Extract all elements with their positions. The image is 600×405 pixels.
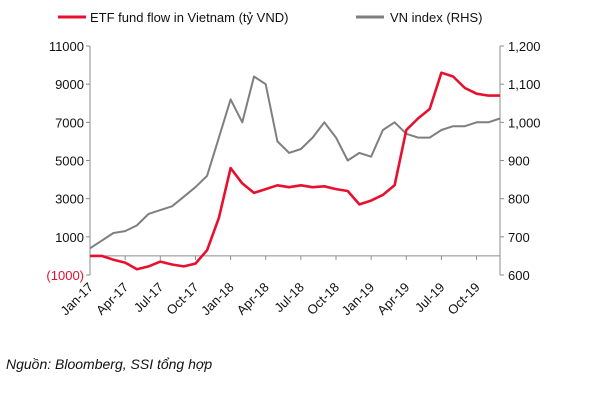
legend-label-vn-index: VN index (RHS) [390, 10, 482, 25]
y-left-tick-label: 5000 [55, 154, 84, 169]
y-right-tick-label: 600 [508, 268, 530, 283]
y-right-tick-label: 900 [508, 154, 530, 169]
x-tick-label: Apr-19 [374, 280, 412, 318]
y-right-tick-label: 700 [508, 230, 530, 245]
y-left-tick-label: 7000 [55, 115, 84, 130]
x-tick-label: Jan-19 [339, 280, 378, 319]
y-left-tick-label: 9000 [55, 77, 84, 92]
axes: 11000 9000 7000 5000 3000 1000 (1000) 1,200 1,10… [46, 39, 540, 318]
y-left-tick-label: (1000) [46, 268, 84, 283]
series-line-vn-index [89, 75, 501, 250]
x-tick-label: Oct-17 [163, 280, 201, 318]
y-right-tick-label: 1,200 [508, 39, 541, 54]
x-tick-label: Jan-18 [198, 280, 237, 319]
x-tick-label: Apr-17 [93, 280, 131, 318]
x-tick-label: Jul-19 [412, 280, 448, 316]
x-tick-label: Oct-19 [444, 280, 482, 318]
source-note: Nguồn: Bloomberg, SSI tổng hợp [6, 356, 213, 372]
y-left-tick-label: 3000 [55, 192, 84, 207]
x-tick-label: Jul-18 [271, 280, 307, 316]
legend: ETF fund flow in Vietnam (tỷ VND) VN ind… [58, 10, 482, 25]
series-layer [89, 71, 501, 271]
y-right-tick-label: 800 [508, 192, 530, 207]
x-tick-label: Jan-17 [57, 280, 96, 319]
x-tick-label: Oct-18 [304, 280, 342, 318]
series-line-etf-flow [90, 71, 500, 271]
y-left-tick-label: 1000 [55, 230, 84, 245]
legend-label-etf-flow: ETF fund flow in Vietnam (tỷ VND) [90, 10, 288, 25]
y-right-tick-label: 1,100 [508, 77, 541, 92]
y-left-tick-label: 11000 [49, 39, 84, 54]
x-tick-label: Apr-18 [234, 280, 272, 318]
x-tick-label: Jul-17 [131, 280, 167, 316]
y-right-tick-label: 1,000 [508, 115, 541, 130]
